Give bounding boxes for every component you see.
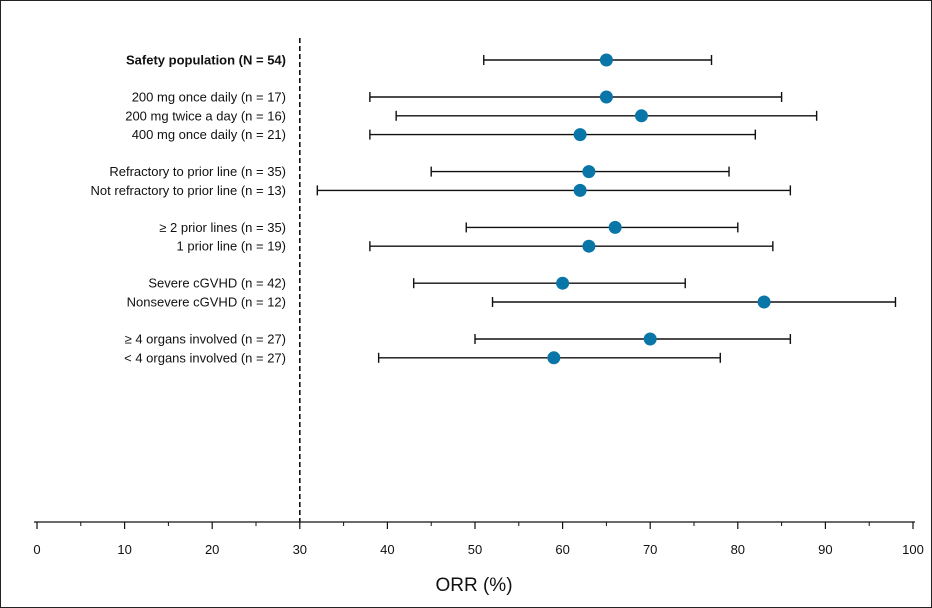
row-label: < 4 organs involved (n = 27): [124, 350, 286, 365]
row-label: 200 mg twice a day (n = 16): [125, 108, 286, 123]
plot-rows: Safety population (N = 54) 200 mg once da…: [91, 53, 897, 365]
x-tick-label: 60: [555, 542, 569, 557]
point-estimate: [547, 351, 561, 365]
forest-row: < 4 organs involved (n = 27): [124, 350, 721, 365]
forest-row: 400 mg once daily (n = 21): [132, 127, 757, 142]
point-estimate: [643, 332, 657, 346]
point-estimate: [757, 295, 771, 309]
x-tick-label: 0: [33, 542, 40, 557]
row-label: Severe cGVHD (n = 42): [148, 276, 286, 291]
x-tick-label: 90: [818, 542, 832, 557]
x-axis-title: ORR (%): [435, 575, 512, 596]
x-tick-label: 20: [205, 542, 219, 557]
point-estimate: [573, 183, 587, 197]
forest-row: 200 mg once daily (n = 17): [132, 90, 783, 105]
x-axis: 0 10 20 30 40 50 60 70 80 90 100: [33, 38, 924, 557]
point-estimate: [582, 239, 596, 253]
row-label: 400 mg once daily (n = 21): [132, 127, 286, 142]
x-tick-label: 40: [380, 542, 394, 557]
row-label: Refractory to prior line (n = 35): [109, 164, 286, 179]
row-label: Nonsevere cGVHD (n = 12): [127, 295, 286, 310]
row-label: Not refractory to prior line (n = 13): [91, 183, 286, 198]
x-tick-label: 80: [731, 542, 745, 557]
x-tick-label: 100: [902, 542, 924, 557]
point-estimate: [599, 90, 613, 104]
row-label: 1 prior line (n = 19): [177, 239, 286, 254]
forest-row: ≥ 2 prior lines (n = 35): [159, 220, 739, 235]
forest-row: Nonsevere cGVHD (n = 12): [127, 295, 897, 310]
x-tick-label: 70: [643, 542, 657, 557]
row-label: ≥ 2 prior lines (n = 35): [159, 220, 286, 235]
forest-row: 200 mg twice a day (n = 16): [125, 108, 818, 123]
row-label: Safety population (N = 54): [126, 53, 286, 68]
forest-row: Severe cGVHD (n = 42): [148, 276, 686, 291]
row-label: 200 mg once daily (n = 17): [132, 90, 286, 105]
point-estimate: [599, 53, 613, 67]
forest-row: ≥ 4 organs involved (n = 27): [125, 332, 792, 347]
point-estimate: [608, 220, 622, 234]
x-tick-label: 10: [117, 542, 131, 557]
forest-row: 1 prior line (n = 19): [177, 239, 774, 254]
point-estimate: [556, 276, 570, 290]
row-label: ≥ 4 organs involved (n = 27): [125, 332, 286, 347]
x-tick-label: 30: [293, 542, 307, 557]
forest-row: Not refractory to prior line (n = 13): [91, 183, 792, 198]
point-estimate: [634, 109, 648, 123]
point-estimate: [573, 128, 587, 142]
x-tick-label: 50: [468, 542, 482, 557]
point-estimate: [582, 165, 596, 179]
forest-row: Safety population (N = 54): [126, 53, 713, 68]
forest-row: Refractory to prior line (n = 35): [109, 164, 730, 179]
